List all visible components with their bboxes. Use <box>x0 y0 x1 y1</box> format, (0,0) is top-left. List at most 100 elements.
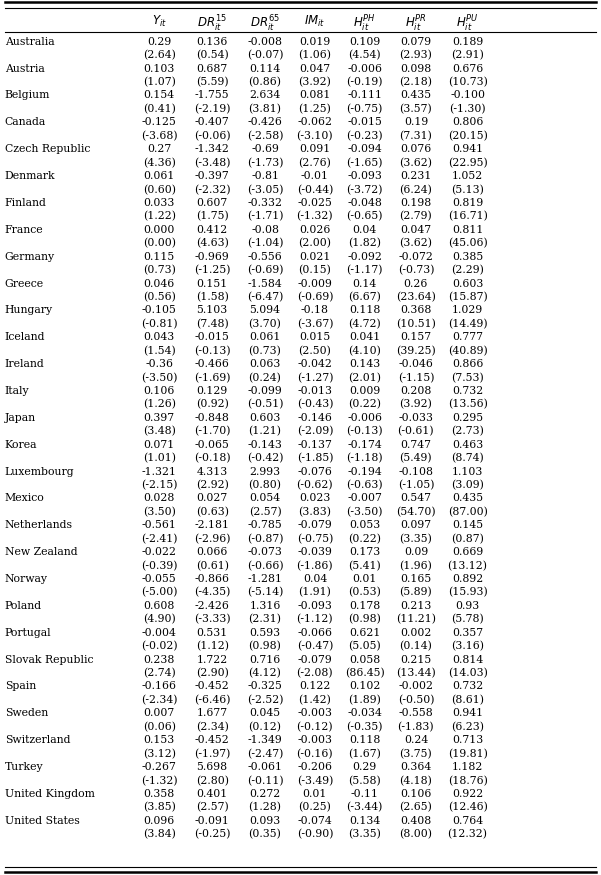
Text: 1.182: 1.182 <box>452 762 483 772</box>
Text: (1.25): (1.25) <box>299 104 331 115</box>
Text: 0.01: 0.01 <box>303 789 327 799</box>
Text: (-0.39): (-0.39) <box>141 561 177 570</box>
Text: Denmark: Denmark <box>5 171 55 181</box>
Text: (13.56): (13.56) <box>448 399 487 410</box>
Text: -0.007: -0.007 <box>347 493 382 503</box>
Text: (-0.44): (-0.44) <box>297 185 333 195</box>
Text: 1.029: 1.029 <box>452 305 483 315</box>
Text: (0.22): (0.22) <box>349 399 381 410</box>
Text: (2.29): (2.29) <box>451 265 484 276</box>
Text: 0.401: 0.401 <box>197 789 228 799</box>
Text: 0.357: 0.357 <box>452 627 483 638</box>
Text: -0.166: -0.166 <box>142 682 177 691</box>
Text: (-0.07): (-0.07) <box>247 50 283 60</box>
Text: (2.01): (2.01) <box>349 373 381 383</box>
Text: 0.007: 0.007 <box>144 709 175 718</box>
Text: (4.18): (4.18) <box>400 775 432 786</box>
Text: 0.892: 0.892 <box>452 574 483 584</box>
Text: 0.676: 0.676 <box>452 64 483 74</box>
Text: (-1.86): (-1.86) <box>297 561 333 570</box>
Text: (5.41): (5.41) <box>349 561 381 570</box>
Text: (13.44): (13.44) <box>396 668 436 678</box>
Text: 0.109: 0.109 <box>349 37 380 46</box>
Text: (1.06): (1.06) <box>299 50 331 60</box>
Text: (8.74): (8.74) <box>451 453 484 464</box>
Text: (2.00): (2.00) <box>299 238 331 248</box>
Text: (2.57): (2.57) <box>196 802 228 813</box>
Text: 5.103: 5.103 <box>197 305 228 315</box>
Text: (-0.69): (-0.69) <box>247 265 283 276</box>
Text: 0.173: 0.173 <box>349 547 380 557</box>
Text: (-0.13): (-0.13) <box>347 426 383 437</box>
Text: 0.102: 0.102 <box>349 682 380 691</box>
Text: (-1.73): (-1.73) <box>247 158 283 168</box>
Text: -0.36: -0.36 <box>145 359 173 369</box>
Text: -0.81: -0.81 <box>251 171 279 181</box>
Text: 5.094: 5.094 <box>249 305 281 315</box>
Text: 0.238: 0.238 <box>144 654 175 665</box>
Text: (0.98): (0.98) <box>249 641 281 652</box>
Text: (0.54): (0.54) <box>196 50 228 60</box>
Text: 0.713: 0.713 <box>452 735 483 746</box>
Text: (45.06): (45.06) <box>448 238 487 248</box>
Text: -0.267: -0.267 <box>142 762 177 772</box>
Text: 0.009: 0.009 <box>349 386 380 396</box>
Text: -0.039: -0.039 <box>297 547 332 557</box>
Text: -1.321: -1.321 <box>142 466 177 477</box>
Text: 0.732: 0.732 <box>452 386 483 396</box>
Text: -0.100: -0.100 <box>450 90 485 101</box>
Text: 1.052: 1.052 <box>452 171 483 181</box>
Text: (1.07): (1.07) <box>143 77 175 88</box>
Text: (1.26): (1.26) <box>143 399 175 410</box>
Text: 0.118: 0.118 <box>349 305 380 315</box>
Text: (-6.46): (-6.46) <box>194 695 230 705</box>
Text: 0.215: 0.215 <box>400 654 432 665</box>
Text: (12.32): (12.32) <box>448 830 487 839</box>
Text: (3.48): (3.48) <box>143 426 175 437</box>
Text: (1.67): (1.67) <box>349 749 381 759</box>
Text: (-3.10): (-3.10) <box>297 130 333 141</box>
Text: (-0.25): (-0.25) <box>194 830 230 839</box>
Text: (-2.52): (-2.52) <box>247 695 283 705</box>
Text: 0.208: 0.208 <box>400 386 432 396</box>
Text: (2.50): (2.50) <box>299 346 331 356</box>
Text: (-3.33): (-3.33) <box>194 614 230 625</box>
Text: United States: United States <box>5 816 79 826</box>
Text: 0.061: 0.061 <box>144 171 175 181</box>
Text: (0.25): (0.25) <box>299 802 331 813</box>
Text: 0.04: 0.04 <box>303 574 327 584</box>
Text: (14.03): (14.03) <box>448 668 487 678</box>
Text: 1.677: 1.677 <box>197 709 228 718</box>
Text: (2.74): (2.74) <box>143 668 175 678</box>
Text: (-3.48): (-3.48) <box>194 158 230 168</box>
Text: (0.92): (0.92) <box>196 399 228 410</box>
Text: 0.603: 0.603 <box>249 413 281 423</box>
Text: (-0.13): (-0.13) <box>194 346 230 356</box>
Text: -0.466: -0.466 <box>195 359 230 369</box>
Text: 0.106: 0.106 <box>144 386 175 396</box>
Text: -0.006: -0.006 <box>347 64 382 74</box>
Text: -0.194: -0.194 <box>347 466 382 477</box>
Text: Mexico: Mexico <box>5 493 44 503</box>
Text: (54.70): (54.70) <box>396 507 436 517</box>
Text: -0.08: -0.08 <box>251 225 279 234</box>
Text: (7.48): (7.48) <box>196 318 228 329</box>
Text: 0.023: 0.023 <box>299 493 331 503</box>
Text: -0.006: -0.006 <box>347 413 382 423</box>
Text: (-1.12): (-1.12) <box>297 614 333 625</box>
Text: (1.22): (1.22) <box>143 212 175 221</box>
Text: (-0.65): (-0.65) <box>347 212 383 221</box>
Text: -0.137: -0.137 <box>297 439 332 450</box>
Text: (1.96): (1.96) <box>400 561 432 570</box>
Text: (-0.73): (-0.73) <box>398 265 434 276</box>
Text: -1.584: -1.584 <box>248 278 282 289</box>
Text: 1.316: 1.316 <box>249 601 281 611</box>
Text: 0.028: 0.028 <box>144 493 175 503</box>
Text: (12.46): (12.46) <box>448 802 487 813</box>
Text: (-0.43): (-0.43) <box>297 399 333 410</box>
Text: (-0.47): (-0.47) <box>297 641 333 652</box>
Text: Finland: Finland <box>5 198 47 208</box>
Text: Japan: Japan <box>5 413 36 423</box>
Text: 0.593: 0.593 <box>249 627 281 638</box>
Text: -0.008: -0.008 <box>248 37 282 46</box>
